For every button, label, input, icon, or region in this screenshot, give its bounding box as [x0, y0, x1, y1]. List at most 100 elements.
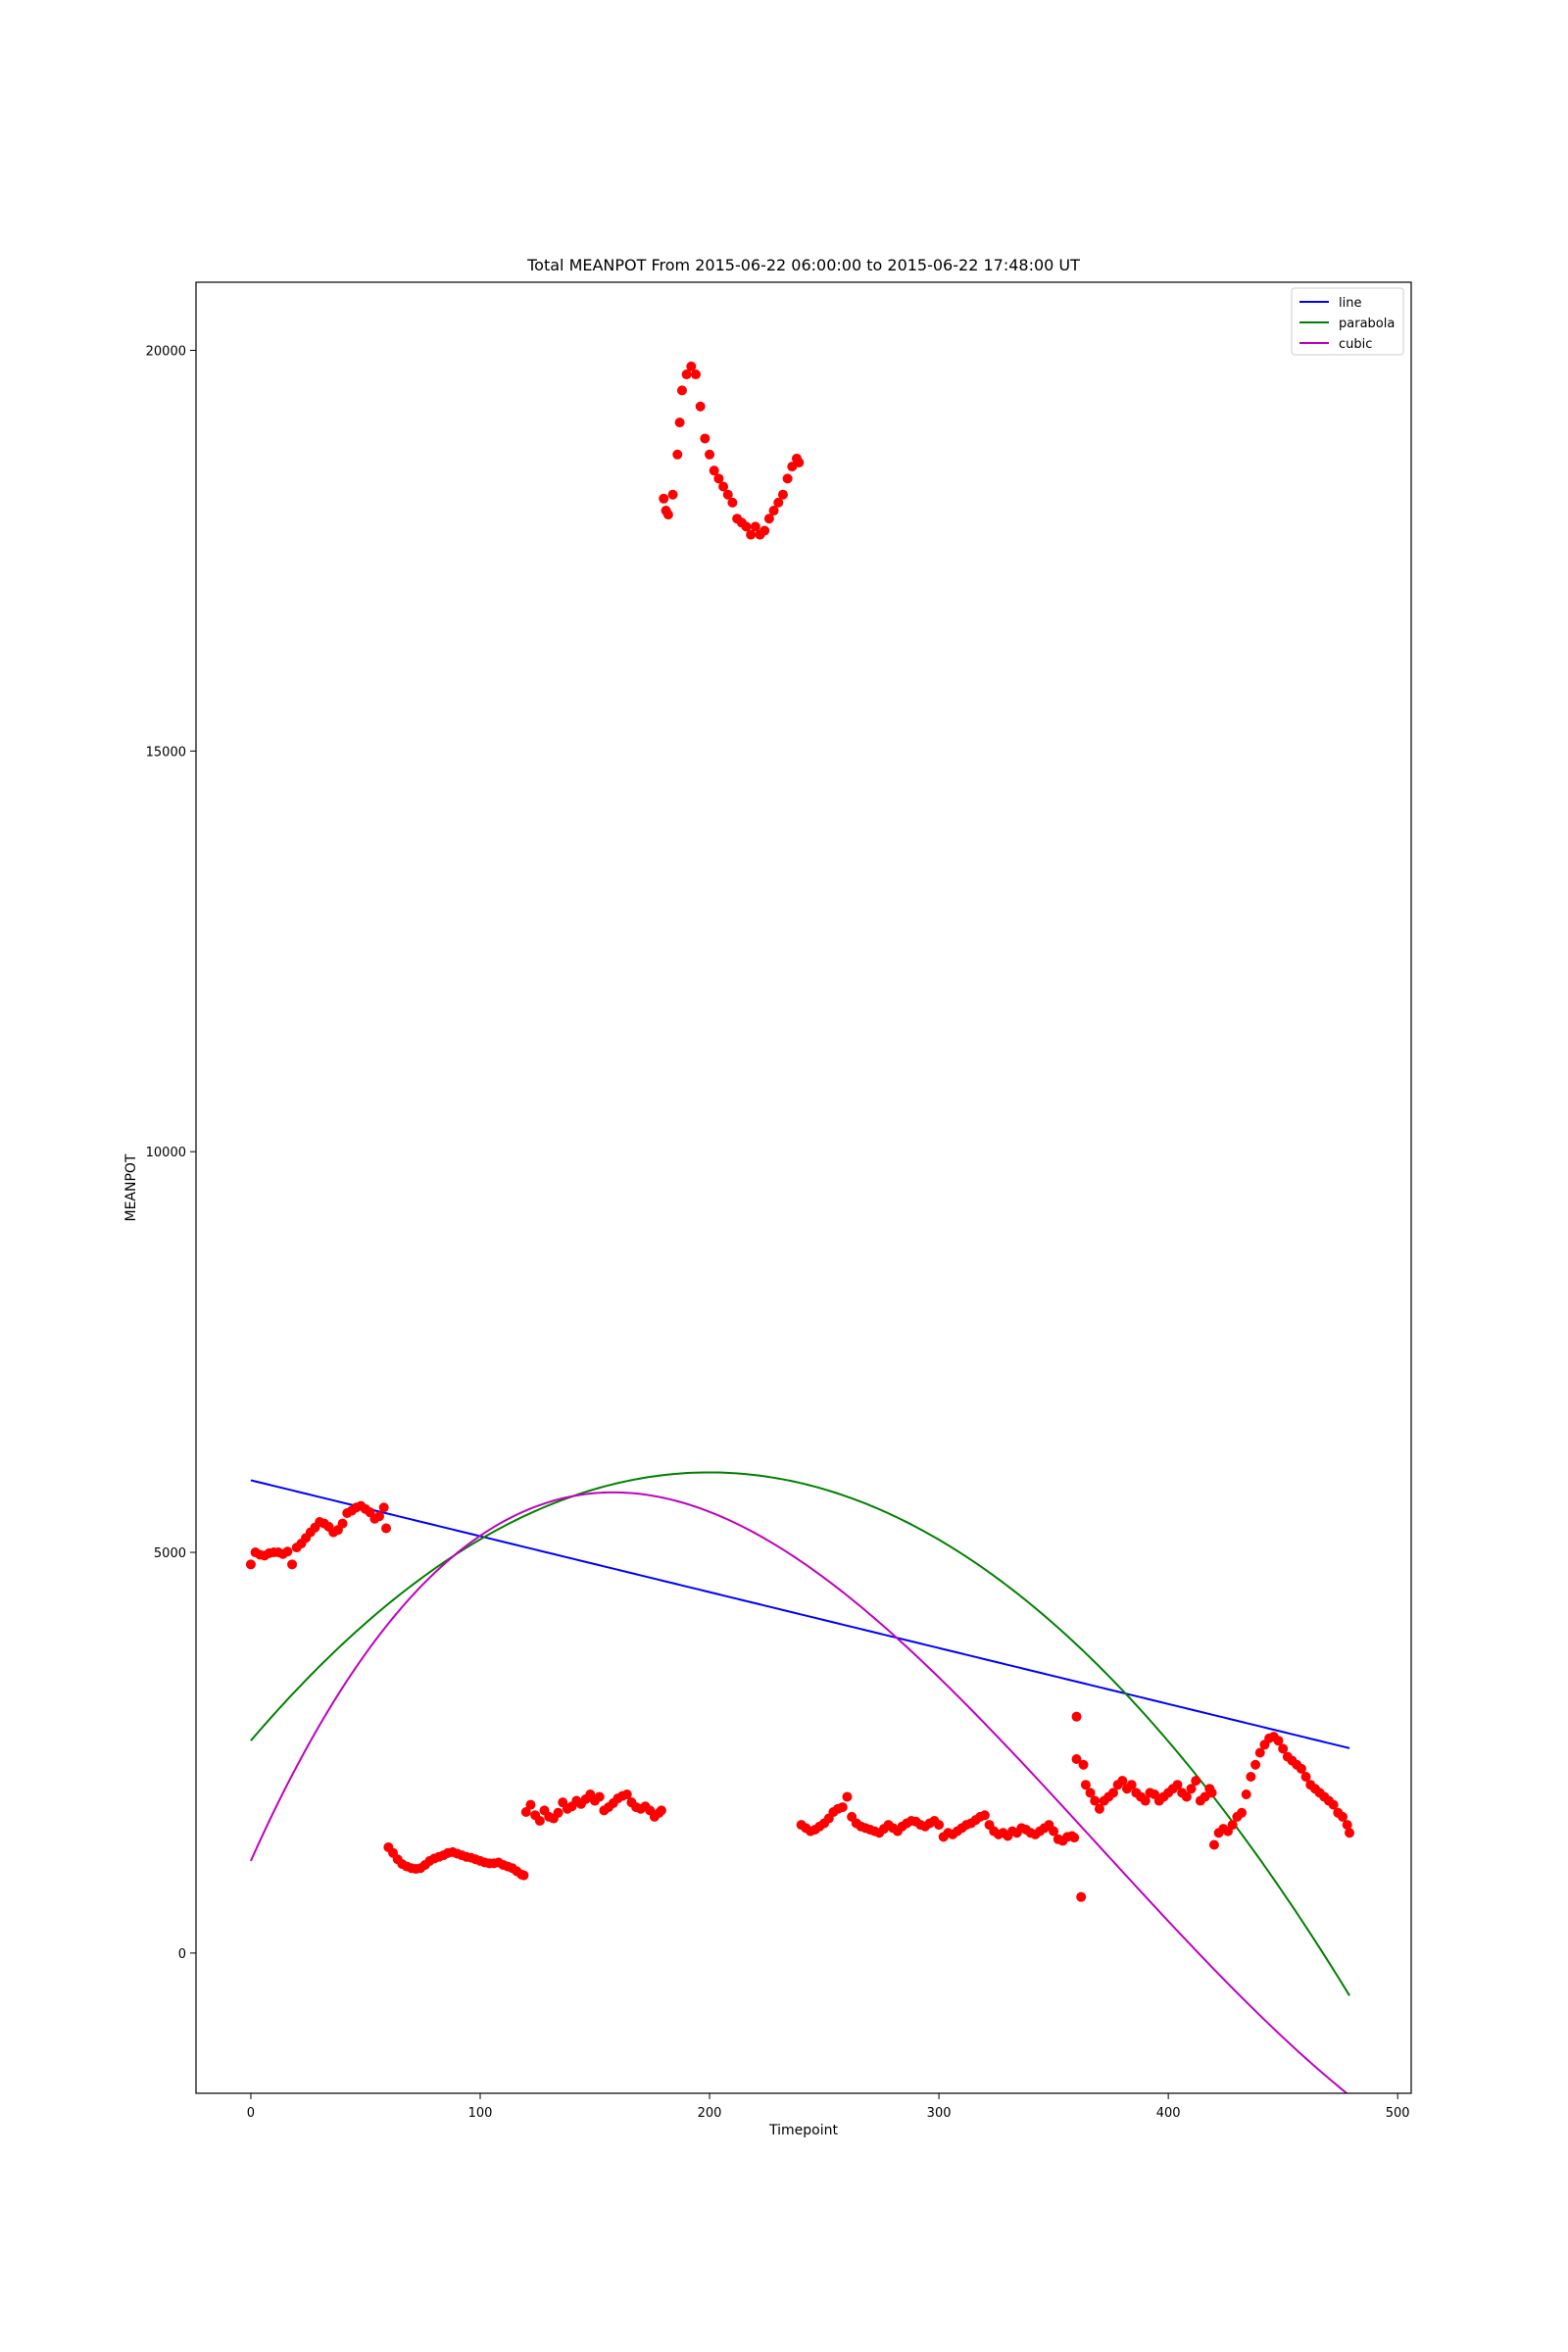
data-point — [1076, 1891, 1087, 1902]
data-point — [1300, 1772, 1311, 1783]
x-tick-label: 200 — [698, 2106, 722, 2121]
data-point — [1273, 1736, 1284, 1746]
data-point — [1328, 1799, 1339, 1810]
x-tick-label: 500 — [1386, 2106, 1410, 2121]
data-point — [691, 369, 701, 380]
legend-box — [1291, 287, 1404, 356]
data-point — [1172, 1780, 1183, 1790]
data-point — [681, 369, 692, 380]
y-axis-ticks: 0 5000 10000 15000 20000 — [146, 345, 196, 1962]
y-axis-label: MEANPOT — [123, 1153, 139, 1221]
data-point — [1246, 1772, 1256, 1783]
data-point — [1140, 1795, 1151, 1806]
data-point — [667, 489, 678, 500]
data-point — [746, 529, 757, 540]
data-point — [722, 489, 733, 500]
data-point — [518, 1870, 529, 1881]
data-point — [381, 1523, 392, 1534]
y-tick-label: 0 — [178, 1947, 186, 1962]
data-point — [1208, 1839, 1219, 1850]
data-point — [287, 1559, 298, 1570]
data-point — [1078, 1759, 1089, 1770]
data-point — [378, 1502, 389, 1513]
chart-title: Total MEANPOT From 2015-06-22 06:00:00 t… — [526, 256, 1080, 274]
data-point — [1296, 1763, 1306, 1774]
data-point — [374, 1511, 385, 1522]
data-point — [709, 466, 719, 476]
data-point — [695, 401, 706, 412]
data-point — [1227, 1820, 1238, 1831]
scatter-points — [245, 361, 1355, 1902]
data-point — [750, 521, 760, 532]
data-point — [842, 1791, 853, 1802]
data-point — [672, 449, 683, 460]
data-point — [520, 1806, 531, 1817]
data-point — [700, 433, 710, 444]
data-point — [1071, 1754, 1082, 1765]
data-point — [1085, 1788, 1096, 1798]
data-point — [1071, 1711, 1082, 1722]
y-tick-label: 15000 — [146, 745, 186, 760]
data-point — [1090, 1795, 1101, 1806]
legend: line parabola cubic — [1291, 287, 1404, 356]
data-point — [782, 473, 793, 484]
data-point — [674, 417, 685, 428]
legend-entries: line parabola cubic — [1299, 296, 1395, 352]
data-point — [656, 1805, 666, 1816]
data-point — [1094, 1803, 1104, 1814]
data-point — [727, 497, 738, 508]
data-point — [1241, 1789, 1251, 1799]
data-point — [777, 489, 788, 500]
data-point — [1237, 1807, 1248, 1818]
data-point — [594, 1791, 605, 1802]
data-point — [337, 1518, 348, 1529]
x-axis-label: Timepoint — [768, 2123, 838, 2138]
data-point — [1126, 1780, 1137, 1790]
data-point — [1206, 1788, 1217, 1798]
fit-curves — [250, 1471, 1350, 2093]
y-tick-label: 20000 — [146, 345, 186, 360]
x-tick-label: 100 — [468, 2106, 493, 2121]
fit-line-cubic — [250, 1491, 1348, 2093]
data-point — [1186, 1784, 1197, 1794]
data-point — [741, 521, 752, 532]
data-point — [1191, 1776, 1201, 1787]
data-point — [760, 525, 770, 536]
data-point — [1049, 1826, 1059, 1837]
data-point — [662, 510, 673, 520]
data-point — [1254, 1747, 1265, 1758]
x-tick-label: 300 — [927, 2106, 952, 2121]
data-point — [1181, 1791, 1192, 1802]
plot-frame — [195, 281, 1412, 2094]
x-tick-label: 0 — [247, 2106, 255, 2121]
data-point — [525, 1799, 536, 1810]
data-point — [1069, 1833, 1080, 1843]
data-point — [794, 457, 805, 467]
data-point — [979, 1810, 990, 1821]
data-point — [1250, 1759, 1261, 1770]
data-point — [1080, 1780, 1091, 1790]
y-tick-label: 10000 — [146, 1146, 186, 1160]
y-tick-label: 5000 — [154, 1546, 186, 1561]
data-point — [934, 1820, 945, 1831]
data-point — [1117, 1776, 1128, 1787]
data-point — [1342, 1820, 1352, 1831]
data-point — [1345, 1828, 1355, 1838]
data-point — [553, 1807, 564, 1818]
legend-label-line: line — [1339, 296, 1361, 311]
data-point — [282, 1546, 293, 1557]
data-point — [534, 1815, 545, 1826]
data-point — [705, 449, 715, 460]
data-point — [245, 1559, 256, 1570]
legend-label-parabola: parabola — [1339, 317, 1395, 331]
data-point — [768, 506, 779, 516]
data-point — [773, 497, 784, 508]
data-point — [1278, 1743, 1289, 1754]
fit-line-parabola — [250, 1471, 1350, 1996]
data-point — [837, 1802, 848, 1813]
legend-label-cubic: cubic — [1339, 337, 1372, 352]
data-point — [621, 1789, 632, 1799]
fit-line-line — [250, 1479, 1350, 1749]
